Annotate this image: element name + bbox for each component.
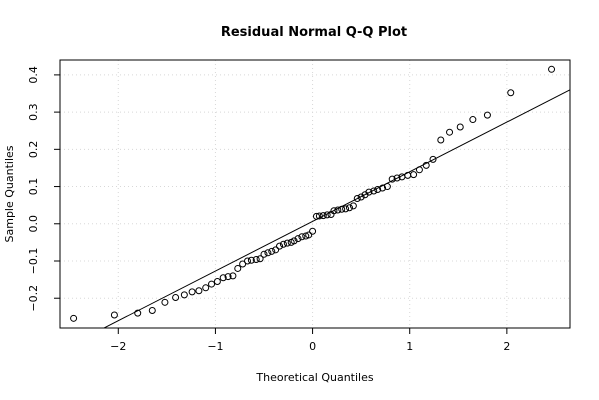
x-tick-label: 2 bbox=[503, 340, 510, 353]
data-point bbox=[388, 175, 396, 183]
plot-frame bbox=[59, 59, 571, 329]
data-point bbox=[172, 293, 180, 301]
data-point bbox=[219, 274, 227, 282]
data-point bbox=[272, 246, 280, 254]
data-point bbox=[148, 307, 156, 315]
data-point bbox=[243, 257, 251, 265]
data-point bbox=[422, 161, 430, 169]
data-point bbox=[383, 183, 391, 191]
y-tick-label: 0.4 bbox=[27, 66, 40, 84]
data-point bbox=[345, 204, 353, 212]
data-point bbox=[260, 250, 268, 258]
data-point bbox=[507, 89, 515, 97]
data-point bbox=[188, 288, 196, 296]
data-point bbox=[334, 206, 342, 214]
reference-line bbox=[102, 89, 570, 328]
y-tick-label: 0.1 bbox=[27, 178, 40, 196]
grid-lines bbox=[60, 60, 570, 328]
chart-title: Residual Normal Q-Q Plot bbox=[221, 25, 407, 40]
data-point bbox=[315, 212, 323, 220]
data-point bbox=[312, 212, 320, 220]
data-point bbox=[446, 128, 454, 136]
y-tick-label: 0.3 bbox=[27, 103, 40, 121]
data-point bbox=[213, 277, 221, 285]
data-point bbox=[252, 256, 260, 264]
data-point bbox=[338, 205, 346, 213]
data-point bbox=[290, 237, 298, 245]
data-point bbox=[374, 186, 382, 194]
data-point bbox=[276, 242, 284, 250]
y-axis: −0.2 −0.1 0.0 0.1 0.2 0.3 0.4 bbox=[27, 66, 60, 312]
data-point bbox=[247, 256, 255, 264]
x-tick-label: 1 bbox=[406, 340, 413, 353]
data-point bbox=[208, 280, 216, 288]
y-tick-label: 0.2 bbox=[27, 141, 40, 159]
data-point bbox=[370, 187, 378, 195]
data-point bbox=[224, 273, 232, 281]
y-tick-label: −0.2 bbox=[27, 285, 40, 312]
data-point bbox=[456, 123, 464, 131]
data-point bbox=[410, 171, 418, 179]
data-point bbox=[349, 202, 357, 210]
x-axis: −2 −1 0 1 2 bbox=[110, 328, 510, 353]
data-point bbox=[195, 287, 203, 295]
data-point bbox=[353, 194, 361, 202]
reference-line-group bbox=[102, 89, 570, 328]
data-point bbox=[134, 309, 142, 317]
data-point bbox=[70, 314, 78, 322]
data-point bbox=[342, 205, 350, 213]
data-point bbox=[283, 239, 291, 247]
x-axis-label: Theoretical Quantiles bbox=[255, 371, 373, 384]
data-point bbox=[437, 136, 445, 144]
data-point bbox=[429, 155, 437, 163]
data-point bbox=[393, 174, 401, 182]
x-tick-label: −1 bbox=[207, 340, 223, 353]
data-point bbox=[469, 116, 477, 124]
data-point bbox=[268, 247, 276, 255]
data-point bbox=[229, 272, 237, 280]
data-point bbox=[264, 249, 272, 257]
data-point bbox=[294, 235, 302, 243]
data-point bbox=[323, 211, 331, 219]
data-point bbox=[305, 231, 313, 239]
data-point bbox=[298, 233, 306, 241]
data-point bbox=[110, 311, 118, 319]
data-point bbox=[319, 212, 327, 220]
data-point bbox=[357, 193, 365, 201]
data-point bbox=[379, 184, 387, 192]
data-point bbox=[483, 111, 491, 119]
x-tick-label: −2 bbox=[110, 340, 126, 353]
y-tick-label: −0.1 bbox=[27, 248, 40, 275]
data-point bbox=[330, 207, 338, 215]
data-point bbox=[161, 298, 169, 306]
y-axis-label: Sample Quantiles bbox=[3, 145, 16, 242]
data-point bbox=[548, 65, 556, 73]
data-point bbox=[256, 255, 264, 263]
data-point bbox=[180, 291, 188, 299]
data-point bbox=[415, 166, 423, 174]
data-point bbox=[365, 188, 373, 196]
data-point bbox=[279, 240, 287, 248]
data-point bbox=[239, 260, 247, 268]
data-points bbox=[70, 65, 556, 322]
data-point bbox=[234, 264, 242, 272]
x-tick-label: 0 bbox=[309, 340, 316, 353]
y-tick-label: 0.0 bbox=[27, 215, 40, 233]
data-point bbox=[309, 227, 317, 235]
data-point bbox=[202, 284, 210, 292]
